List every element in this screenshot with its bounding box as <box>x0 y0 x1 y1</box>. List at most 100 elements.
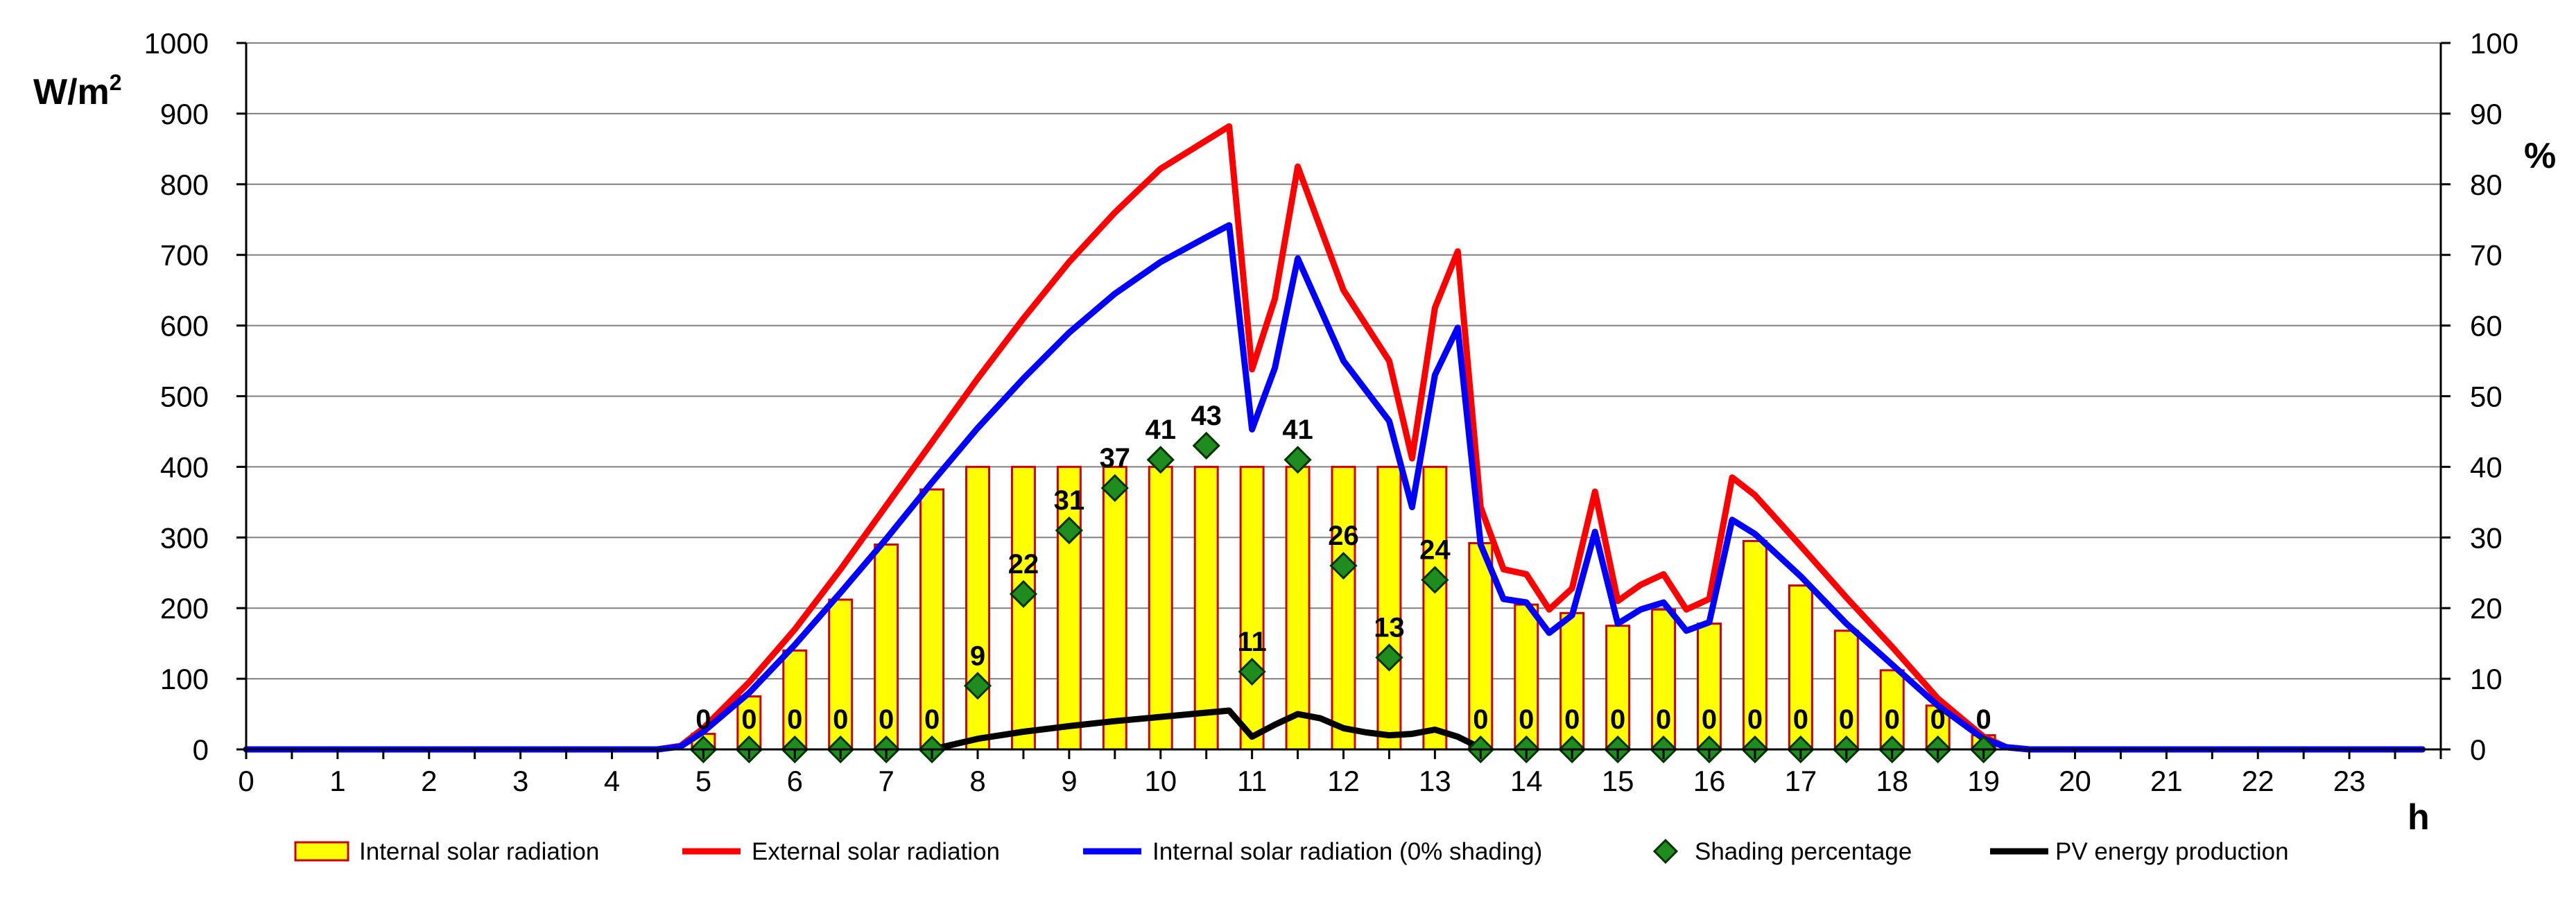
y-right-tick-label: 60 <box>2470 310 2502 342</box>
bar-internal-10.5 <box>1193 465 1219 751</box>
shading-marker-11.5 <box>1283 446 1312 474</box>
x-tick-label: 13 <box>1419 765 1451 797</box>
bar-internal-6.5 <box>828 598 854 751</box>
shading-label-7: 0 <box>879 704 894 735</box>
shading-marker-8 <box>963 672 992 700</box>
shading-label-7.5: 0 <box>924 704 940 735</box>
y-left-unit-base: W/m <box>33 72 110 112</box>
y-right-tick-label: 50 <box>2470 381 2502 413</box>
y-left-unit-sup: 2 <box>110 70 122 95</box>
x-tick-label: 2 <box>421 765 437 797</box>
shading-label-10: 41 <box>1146 415 1177 445</box>
bar-internal-7.5 <box>919 488 945 751</box>
y-right-unit: % <box>2524 136 2556 176</box>
shading-marker-13 <box>1421 566 1449 594</box>
y-right-tick-label: 80 <box>2470 168 2502 201</box>
shading-label-12.5: 13 <box>1374 613 1405 643</box>
tick-labels: 0100200300400500600700800900100001020304… <box>144 27 2519 797</box>
line-series-group <box>243 123 2426 753</box>
legend-swatch-internal <box>294 841 349 862</box>
shading-label-17: 0 <box>1793 704 1808 735</box>
shading-label-6: 0 <box>787 704 802 735</box>
shading-label-8: 9 <box>970 641 985 671</box>
x-tick-label: 18 <box>1876 765 1908 797</box>
shading-marker-12.5 <box>1375 643 1403 672</box>
bar-internal-13.5 <box>1468 541 1494 751</box>
shading-marker-8.5 <box>1009 580 1038 608</box>
shading-label-5.5: 0 <box>741 704 757 735</box>
shading-label-18: 0 <box>1885 704 1900 735</box>
shading-marker-9 <box>1055 516 1084 545</box>
shading-label-12: 26 <box>1328 521 1359 551</box>
bar-internal-13 <box>1422 465 1448 751</box>
legend-label-shading: Shading percentage <box>1695 838 1912 865</box>
shading-marker-9.5 <box>1100 473 1129 503</box>
x-tick-label: 1 <box>329 765 345 797</box>
bar-internal-10 <box>1148 465 1173 751</box>
bar-internal-8.5 <box>1010 465 1036 751</box>
axes <box>236 42 2450 759</box>
bar-internal-9 <box>1056 465 1082 751</box>
x-tick-label: 12 <box>1327 765 1360 797</box>
y-left-tick-label: 300 <box>160 521 209 554</box>
y-left-tick-label: 600 <box>160 310 209 342</box>
shading-label-15: 0 <box>1610 704 1625 735</box>
shading-label-16.5: 0 <box>1747 704 1763 735</box>
x-tick-label: 10 <box>1144 765 1177 797</box>
bar-internal-17 <box>1788 584 1813 751</box>
shading-label-18.5: 0 <box>1930 704 1946 735</box>
y-left-tick-label: 100 <box>160 663 209 695</box>
shading-marker-10 <box>1146 446 1175 474</box>
y-right-tick-label: 30 <box>2470 521 2502 554</box>
x-tick-label: 22 <box>2242 765 2274 797</box>
shading-label-14: 0 <box>1519 704 1534 735</box>
x-tick-label: 5 <box>695 765 711 797</box>
x-tick-label: 15 <box>1602 765 1634 797</box>
bar-internal-12 <box>1331 465 1356 751</box>
shading-label-11.5: 41 <box>1282 415 1313 445</box>
shading-label-9: 31 <box>1054 485 1085 516</box>
shading-label-13.5: 0 <box>1473 704 1488 735</box>
y-left-tick-label: 900 <box>160 98 209 130</box>
y-right-tick-label: 40 <box>2470 451 2502 483</box>
x-tick-label: 9 <box>1061 765 1077 797</box>
legend-label-internal: Internal solar radiation <box>359 838 599 865</box>
x-tick-label: 20 <box>2059 765 2091 797</box>
shading-label-5: 0 <box>695 704 711 735</box>
x-tick-label: 6 <box>787 765 803 797</box>
shading-label-19: 0 <box>1976 704 1991 735</box>
y-left-tick-label: 0 <box>193 733 209 766</box>
bar-internal-11 <box>1239 465 1265 751</box>
y-right-tick-label: 0 <box>2470 733 2486 766</box>
shading-label-14.5: 0 <box>1564 704 1580 735</box>
y-right-tick-label: 70 <box>2470 239 2502 272</box>
y-right-tick-label: 10 <box>2470 663 2502 695</box>
y-right-tick-label: 100 <box>2470 27 2518 60</box>
shading-label-15.5: 0 <box>1656 704 1671 735</box>
shading-label-17.5: 0 <box>1839 704 1854 735</box>
y-right-tick-label: 90 <box>2470 98 2502 130</box>
shading-marker-10.5 <box>1192 431 1220 460</box>
bar-internal-11.5 <box>1285 465 1311 751</box>
shading-label-6.5: 0 <box>833 704 848 735</box>
bar-internal-15.5 <box>1651 608 1677 751</box>
legend-swatch-shading <box>1652 838 1679 864</box>
legend-label-external: External solar radiation <box>752 838 1000 865</box>
x-tick-label: 14 <box>1510 765 1543 797</box>
y-left-tick-label: 500 <box>160 381 209 413</box>
x-tick-label: 7 <box>878 765 894 797</box>
y-left-tick-label: 800 <box>160 168 209 201</box>
y-left-tick-label: 200 <box>160 592 209 625</box>
bar-internal-12.5 <box>1376 465 1402 751</box>
x-tick-label: 16 <box>1693 765 1726 797</box>
bar-internal-8 <box>965 465 990 751</box>
bar-internal-9.5 <box>1102 465 1127 751</box>
shading-label-13: 24 <box>1419 534 1451 565</box>
shading-label-8.5: 22 <box>1008 549 1039 580</box>
x-tick-label: 19 <box>1967 765 2000 797</box>
x-tick-label: 17 <box>1785 765 1817 797</box>
shading-label-16: 0 <box>1702 704 1717 735</box>
line-internal-free-radiation <box>243 222 2426 753</box>
